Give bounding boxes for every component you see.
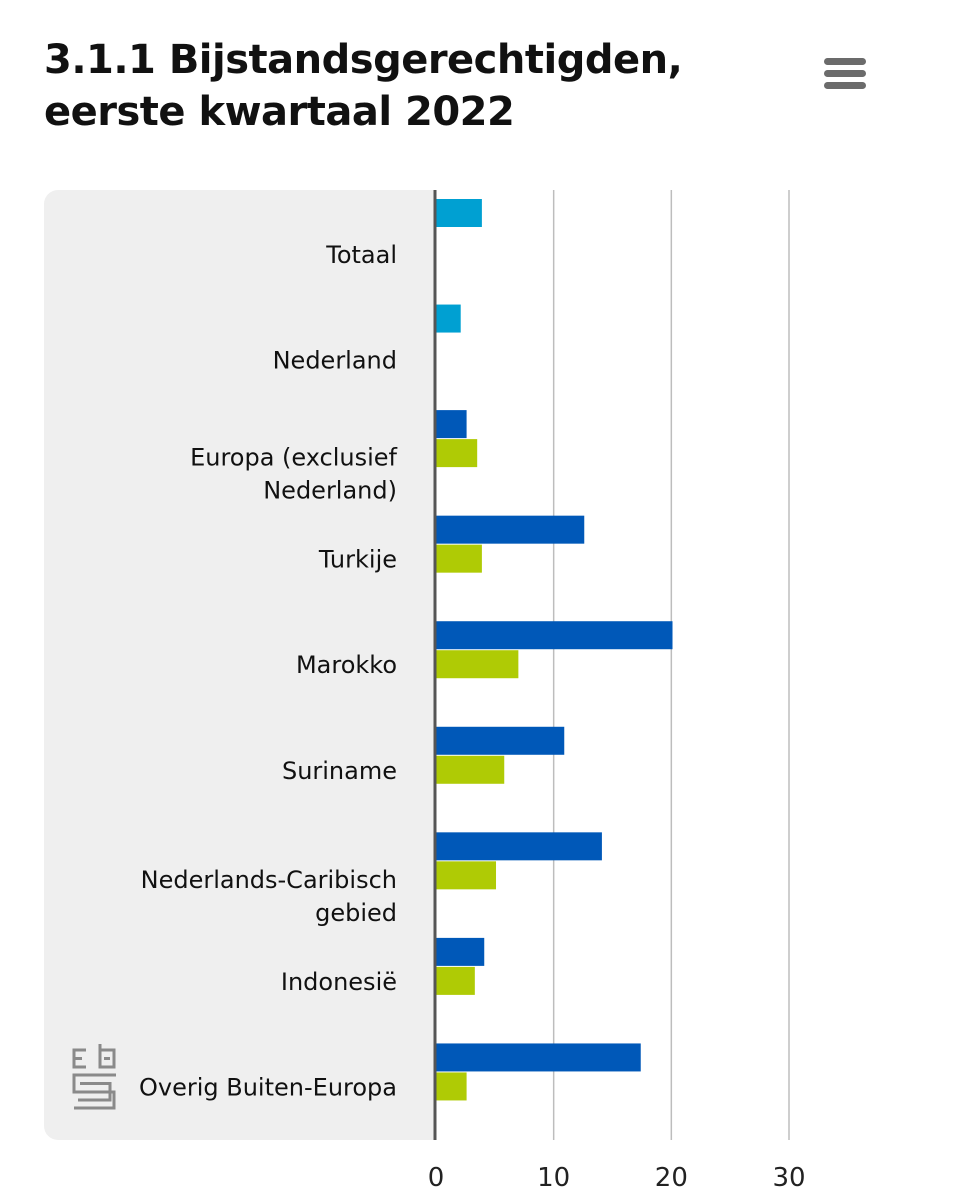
bar-4-series-1 [436, 621, 673, 650]
bar-3-series-1 [436, 515, 585, 544]
bar-8-series-1 [436, 1043, 641, 1072]
bar-2-series-1 [436, 410, 467, 439]
category-label: Turkije [318, 546, 397, 574]
category-label: Nederland [273, 347, 397, 375]
bar-5-series-1 [436, 726, 565, 755]
category-label: Nederland) [263, 477, 397, 505]
bar-4-series-2 [436, 650, 519, 679]
hamburger-menu-icon[interactable] [820, 56, 870, 92]
category-label: Europa (exclusief [190, 444, 397, 472]
chart-title: 3.1.1 Bijstandsgerechtigden, eerste kwar… [44, 34, 744, 138]
chart-title-line-2: eerste kwartaal 2022 [44, 89, 515, 135]
bar-8-series-2 [436, 1072, 467, 1101]
menu-bar [824, 82, 866, 89]
x-tick-label: 10 [537, 1163, 570, 1193]
category-label: Indonesië [281, 968, 397, 996]
bar-2-series-2 [436, 439, 478, 468]
bar-3-series-2 [436, 544, 482, 573]
bar-1-series-0 [436, 304, 461, 333]
bar-7-series-1 [436, 937, 485, 966]
category-label: Marokko [296, 651, 397, 679]
x-tick-label: 30 [772, 1163, 805, 1193]
bar-5-series-2 [436, 755, 505, 784]
category-label-panel [44, 190, 435, 1140]
category-label: gebied [315, 899, 397, 927]
x-tick-label: 20 [655, 1163, 688, 1193]
category-label: Totaal [325, 241, 397, 269]
bar-7-series-2 [436, 966, 475, 995]
menu-bar [824, 70, 866, 77]
category-label: Suriname [282, 757, 397, 785]
bar-0-series-0 [436, 199, 482, 227]
category-label: Overig Buiten-Europa [139, 1073, 397, 1101]
bar-6-series-2 [436, 861, 497, 890]
x-tick-label: 0 [428, 1163, 445, 1193]
cbs-logo-icon [72, 1044, 116, 1110]
category-label: Nederlands-Caribisch [141, 866, 397, 894]
bar-6-series-1 [436, 832, 602, 861]
chart-title-line-1: 3.1.1 Bijstandsgerechtigden, [44, 37, 683, 83]
menu-bar [824, 58, 866, 65]
